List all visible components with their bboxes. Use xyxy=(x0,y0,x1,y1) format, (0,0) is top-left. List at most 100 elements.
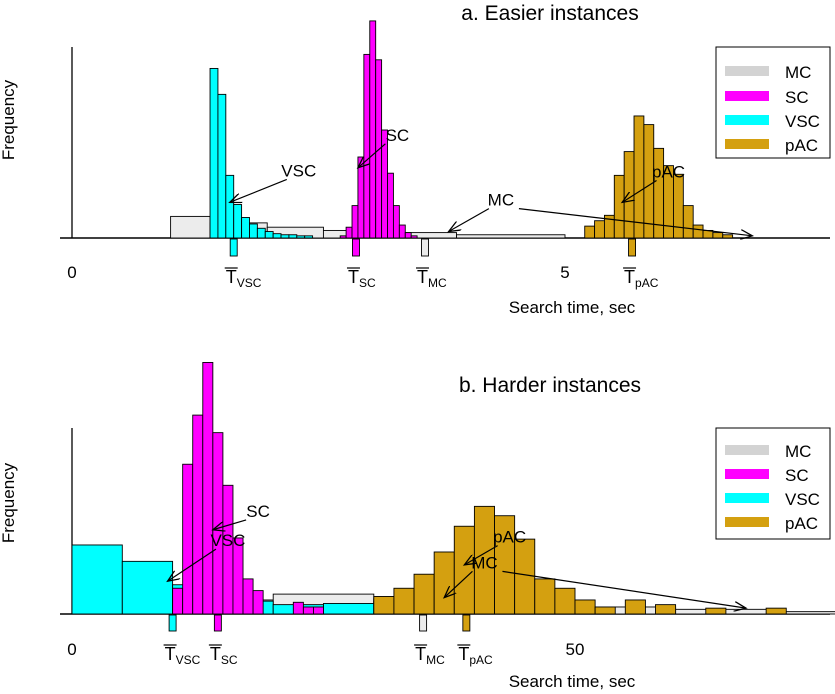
mean-marker-vsc xyxy=(168,614,177,632)
legend-label-vsc: VSC xyxy=(785,490,820,509)
chart-title: b. Harder instances xyxy=(459,374,641,397)
x-tick-label: 5 xyxy=(560,263,569,282)
tick-labels-layer: 0 50 xyxy=(67,640,584,659)
legend-swatch-pac xyxy=(725,139,769,149)
annotations-layer: VSC SC MC pAC xyxy=(230,126,753,236)
bar-pac xyxy=(722,234,734,239)
x-axis-label: Search time, sec xyxy=(509,672,636,691)
bar-vsc xyxy=(264,231,274,239)
legend-swatch-mc xyxy=(725,66,769,76)
bar-vsc xyxy=(71,544,123,615)
mean-marker-vsc xyxy=(229,238,238,257)
bar-sc xyxy=(363,53,371,239)
bar-pac xyxy=(623,151,635,239)
bar-vsc xyxy=(288,234,298,239)
legend-label-vsc: VSC xyxy=(785,112,820,131)
bar-sc xyxy=(351,205,359,239)
annotation-arrow xyxy=(502,570,746,608)
annotation-arrow xyxy=(444,570,473,597)
mean-marker-pac xyxy=(628,238,636,257)
bar-pac xyxy=(613,174,625,239)
annotation-arrow xyxy=(464,545,498,565)
annotation-vsc: VSC xyxy=(210,531,245,550)
bar-pac xyxy=(373,596,395,615)
panel-easier-instances: a. Easier instances Frequency Search tim… xyxy=(0,2,831,317)
chart-title: a. Easier instances xyxy=(461,2,638,25)
bar-pac xyxy=(624,599,646,615)
legend-swatch-sc xyxy=(725,469,769,479)
bar-pac xyxy=(514,538,536,615)
bar-sc xyxy=(404,232,412,239)
mean-marker-pac xyxy=(462,614,471,632)
bar-vsc xyxy=(241,217,250,239)
legend-label-sc: SC xyxy=(785,466,809,485)
bar-vsc xyxy=(233,204,243,239)
bar-vsc xyxy=(256,227,266,239)
bar-sc xyxy=(302,606,314,615)
mean-marker-sc xyxy=(352,238,360,257)
bar-pac xyxy=(584,225,596,239)
bar-pac xyxy=(705,607,727,615)
bar-sc xyxy=(387,172,394,239)
means-layer: TVSC TSC TMC TpAC xyxy=(224,238,659,290)
bar-vsc xyxy=(249,223,258,239)
x-tick-label: 50 xyxy=(566,640,585,659)
bar-vsc xyxy=(304,235,314,239)
bar-sc xyxy=(172,587,184,615)
legend-swatch-sc xyxy=(725,91,769,101)
legend: MC SC VSC pAC xyxy=(715,427,831,540)
mean-label-pac: TpAC xyxy=(624,267,659,290)
mean-label-vsc: TVSC xyxy=(165,644,201,667)
bar-pac xyxy=(673,173,684,239)
annotation-vsc: VSC xyxy=(281,161,316,180)
bar-pac xyxy=(765,607,787,615)
legend-swatch-vsc xyxy=(725,115,769,125)
mean-label-mc: TMC xyxy=(417,267,447,290)
bar-sc xyxy=(182,463,194,615)
bar-sc xyxy=(202,362,214,615)
legend-label-mc: MC xyxy=(785,63,811,82)
bar-pac xyxy=(712,232,724,239)
legend: MC SC VSC pAC xyxy=(715,46,831,159)
bar-vsc xyxy=(296,235,306,239)
annotation-sc: SC xyxy=(246,502,270,521)
bar-mc xyxy=(456,234,566,239)
annotation-mc: MC xyxy=(488,191,514,210)
bar-mc xyxy=(170,215,211,239)
bar-sc xyxy=(192,414,204,615)
mean-marker-mc xyxy=(419,614,428,632)
mean-label-sc: TSC xyxy=(348,267,376,290)
bar-pac xyxy=(574,599,596,615)
annotation-arrow xyxy=(449,208,490,232)
bar-vsc xyxy=(323,603,375,615)
bar-vsc xyxy=(121,560,174,615)
means-layer: TVSC TSC TMC TpAC xyxy=(163,614,493,667)
y-axis-label: Frequency xyxy=(0,79,18,160)
bar-vsc xyxy=(225,174,235,239)
bar-vsc xyxy=(272,233,282,239)
bar-pac xyxy=(433,551,455,615)
bar-pac xyxy=(594,220,605,239)
annotation-arrow xyxy=(622,180,657,203)
annotation-pac: pAC xyxy=(493,528,526,547)
x-tick-label: 0 xyxy=(67,263,76,282)
bar-vsc xyxy=(209,67,219,239)
bar-pac xyxy=(682,205,694,239)
x-axis-label: Search time, sec xyxy=(509,298,636,317)
legend-label-mc: MC xyxy=(785,442,811,461)
bar-pac xyxy=(633,115,645,239)
bar-sc xyxy=(292,601,304,615)
mean-label-vsc: TVSC xyxy=(226,267,262,290)
bar-pac xyxy=(393,587,415,615)
mean-marker-mc xyxy=(421,238,429,257)
bars-layer xyxy=(170,20,734,239)
panel-harder-instances: b. Harder instances Frequency Search tim… xyxy=(0,362,835,691)
legend-label-sc: SC xyxy=(785,88,809,107)
annotation-arrow xyxy=(518,208,752,236)
bar-sc xyxy=(345,226,353,239)
bar-pac xyxy=(655,604,677,615)
legend-swatch-vsc xyxy=(725,493,769,503)
annotation-arrow xyxy=(358,143,386,168)
annotation-mc: MC xyxy=(471,553,497,572)
